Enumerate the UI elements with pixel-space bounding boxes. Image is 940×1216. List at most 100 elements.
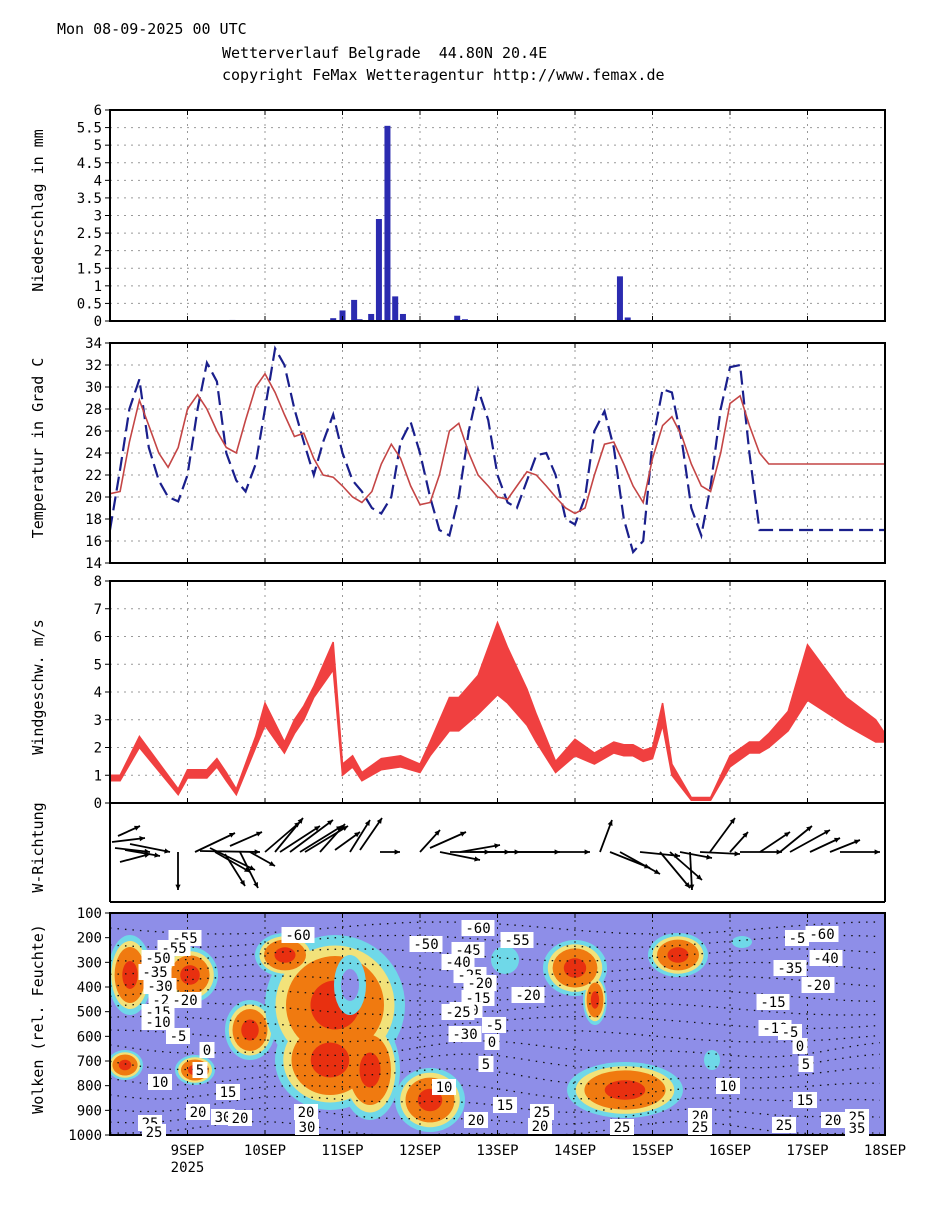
cloud-label-box [773,960,807,976]
cloud-label-box [409,936,443,952]
cloud-contour-label: -40 [813,951,838,967]
cloud-label-box [493,1097,517,1113]
isotherm-contour [110,934,881,949]
temp-axis-title: Temperatur in Grad C [29,358,47,539]
wind-direction-arrowhead [175,884,181,890]
cloud-contour-label: -20 [515,988,540,1004]
forecast-date: Mon 08-09-2025 00 UTC [57,20,247,38]
isotherm-contour [110,961,881,976]
wind-direction-arrow [619,851,661,875]
precip-bar [616,276,623,321]
precip-tick-label: 0.5 [77,296,102,312]
cloud-tick-label: 100 [77,906,102,922]
cloud-label-box [482,1017,506,1033]
cloud-contour-label: -60 [809,927,834,943]
precip-tick-label: 5.5 [77,121,102,137]
cloud-contour-label: 20 [468,1113,485,1129]
cloud-c-3-1 [310,1042,350,1078]
wind-direction-arrowhead [654,869,660,874]
wind-direction-arrow [279,825,321,853]
cloud-b-3-2 [241,1019,259,1041]
cloud-label-box [281,927,315,943]
isotherm-contour [110,1002,881,1016]
wind-direction-arrowhead [229,832,235,838]
wind-speed-band [109,620,886,801]
cloud-label-box [809,950,843,966]
cloud-contour-label: 10 [720,1079,737,1095]
isotherm-contour [110,948,881,962]
cloud-contour-label: -55 [504,933,529,949]
isotherm-contour [110,1029,881,1043]
cloud-label-box [793,1092,817,1108]
wind-tick-label: 2 [94,741,102,757]
cloud-label-box [432,1079,456,1095]
cloud-contour-label: 25 [614,1120,631,1136]
wind-direction-arrow [669,851,703,881]
wind-direction-arrow [699,851,741,855]
wind-direction-arrow [289,819,334,853]
cloud-contour-label: -5 [170,1029,187,1045]
wind-direction-arrow [789,829,831,853]
isotherm-contour [110,1015,881,1030]
cloud-contour-label: -30 [147,979,172,995]
cloud-c-3-2 [359,1052,381,1088]
temp-tick-label: 30 [85,380,102,396]
wind-direction-arrowhead [734,851,740,857]
wind-direction-arrowhead [249,865,255,870]
wind-direction-arrowhead [314,826,320,832]
wind-direction-arrowhead [434,830,440,836]
cloud-g-3-0 [604,1080,646,1100]
cloud-label-box [464,1112,488,1128]
cloud-contour-label: 15 [797,1093,814,1109]
cloud-h [732,936,752,948]
cloud-label-box [792,1038,808,1054]
cloud-tick-label: 500 [77,1005,102,1021]
wind-direction-arrowhead [144,852,150,858]
cloud-label-box [756,994,790,1010]
wind-direction-arrowhead [139,836,145,842]
cloud-contour-label: -30 [452,1027,477,1043]
wind-direction-arrowhead [253,882,258,888]
wind-tick-label: 4 [94,685,102,701]
x-axis-day-label: 9SEP [171,1143,205,1159]
wind-direction-arrow [659,851,691,889]
cloud-contour-label: 20 [825,1113,842,1129]
wind-direction-arrowhead [336,826,342,832]
cloud-contour-label: -20 [172,993,197,1009]
wind-direction-arrowhead [824,830,830,835]
isotherm-contour [110,1053,881,1071]
wind-direction-arrowhead [729,818,735,824]
wind-direction-arrowhead [256,831,262,837]
cloud-contour-label: 25 [534,1105,551,1121]
precip-bar [392,296,399,321]
cloud-contour-label: -5 [789,931,806,947]
cloud-label-box [228,1110,252,1126]
isotherm-contour [110,921,881,935]
wind-direction-arrowhead [854,839,860,845]
precip-tick-label: 2.5 [77,226,102,242]
cloud-contour-label: 0 [203,1043,211,1059]
cloud-a-3-0 [122,961,138,989]
x-axis-day-label: 10SEP [244,1143,286,1159]
x-axis-day-label: 17SEP [786,1143,828,1159]
wind-direction-arrowhead [239,880,245,886]
x-axis-day-label: 15SEP [631,1143,673,1159]
wind-direction-arrow [759,831,791,853]
cloud-tick-label: 700 [77,1054,102,1070]
cloud-label-box [801,977,835,993]
cloud-label-box [141,950,175,966]
cloud-contour-label: -5 [486,1018,503,1034]
precip-tick-label: 3 [94,209,102,225]
isotherm-contour [110,975,881,989]
precip-tick-label: 3.5 [77,191,102,207]
cloud-contour-label: -5 [782,1025,799,1041]
wind-direction-arrowhead [834,837,840,843]
cloud-label-box [448,1026,482,1042]
cloud-label-box [441,1004,475,1020]
wind-direction-arrow [274,817,304,853]
wind-direction-arrow [679,851,713,859]
wind-tick-label: 0 [94,796,102,812]
wind-direction-arrow [111,837,146,843]
x-axis-day-label: 18SEP [864,1143,906,1159]
precip-tick-label: 2 [94,244,102,260]
